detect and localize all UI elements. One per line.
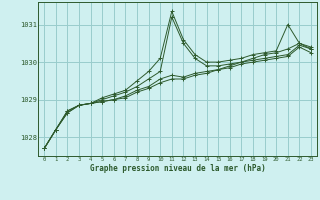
X-axis label: Graphe pression niveau de la mer (hPa): Graphe pression niveau de la mer (hPa) bbox=[90, 164, 266, 173]
